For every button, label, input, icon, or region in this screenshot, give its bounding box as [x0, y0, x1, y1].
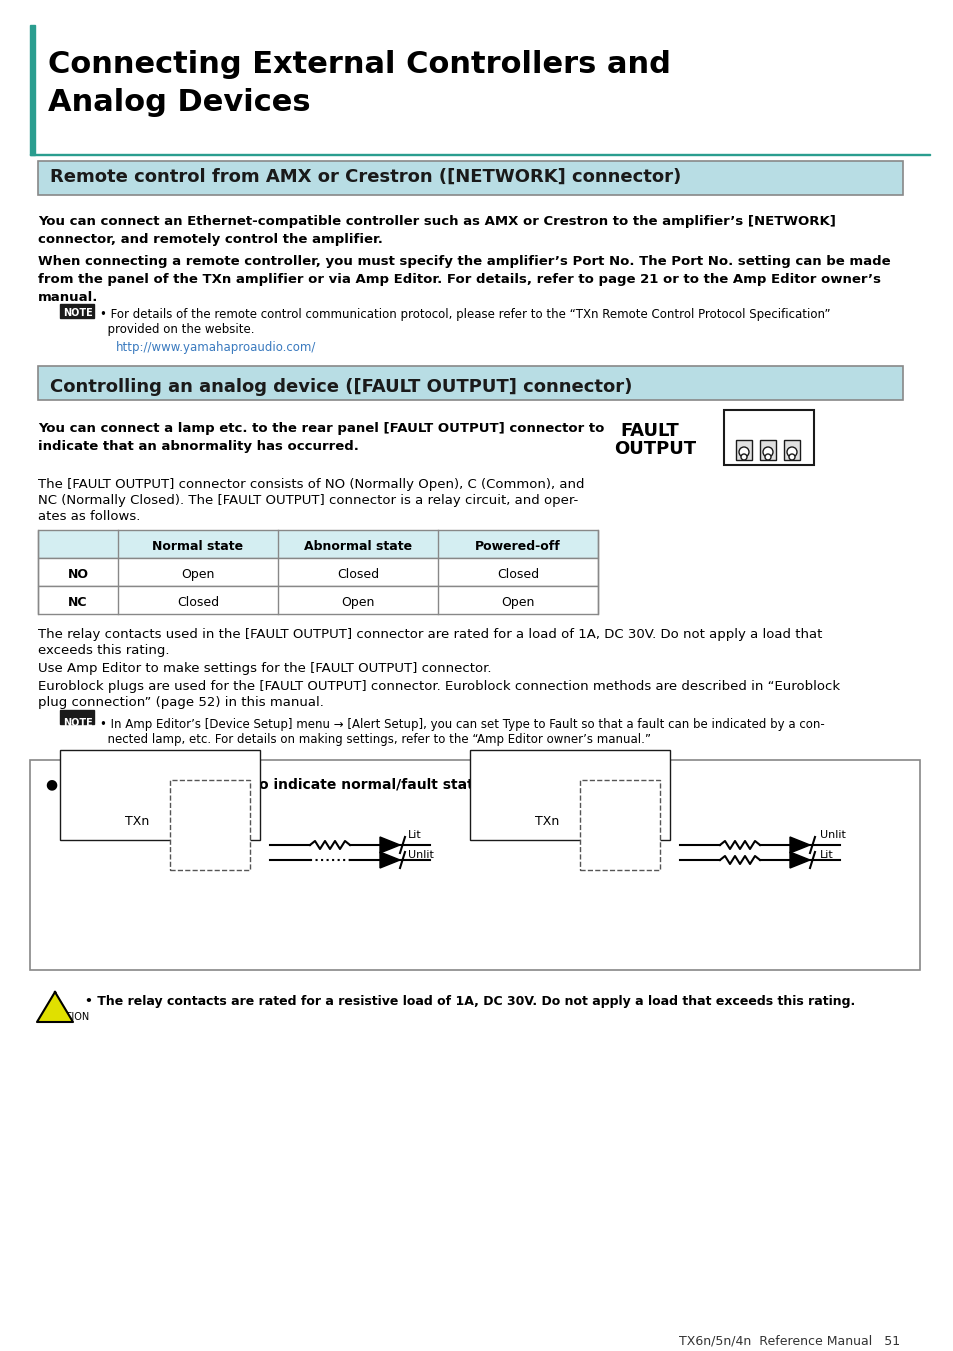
Bar: [60, 711, 94, 724]
Circle shape: [764, 454, 770, 459]
Bar: [38, 586, 598, 613]
Text: CAUTION: CAUTION: [45, 1012, 90, 1021]
Text: NC: NC: [69, 596, 88, 609]
Polygon shape: [379, 852, 399, 867]
Text: C: C: [587, 843, 595, 852]
Text: Lit: Lit: [820, 850, 833, 861]
Text: • For details of the remote control communication protocol, please refer to the : • For details of the remote control comm…: [100, 308, 830, 322]
Circle shape: [739, 447, 748, 457]
Text: Lit: Lit: [408, 830, 421, 840]
Text: NC (Normally Closed). The [FAULT OUTPUT] connector is a relay circuit, and oper-: NC (Normally Closed). The [FAULT OUTPUT]…: [38, 494, 578, 507]
Text: Unlit: Unlit: [408, 850, 434, 861]
Text: exceeds this rating.: exceeds this rating.: [38, 644, 170, 657]
FancyBboxPatch shape: [38, 161, 902, 195]
Text: NC: NC: [178, 825, 193, 835]
Text: NOTE: NOTE: [63, 717, 92, 728]
Text: http://www.yamahaproaudio.com/: http://www.yamahaproaudio.com/: [116, 340, 316, 354]
Bar: [30, 26, 35, 155]
Bar: [38, 990, 917, 1040]
Text: NO: NO: [587, 858, 604, 867]
Text: provided on the website.: provided on the website.: [100, 323, 254, 336]
Text: Open: Open: [500, 596, 534, 609]
Text: nected lamp, etc. For details on making settings, refer to the “Amp Editor owner: nected lamp, etc. For details on making …: [100, 734, 650, 746]
Text: plug connection” (page 52) in this manual.: plug connection” (page 52) in this manua…: [38, 696, 323, 709]
Text: Use Amp Editor to make settings for the [FAULT OUTPUT] connector.: Use Amp Editor to make settings for the …: [38, 662, 491, 676]
Text: Normal state: Normal state: [60, 800, 141, 813]
Bar: [60, 750, 260, 840]
Text: Normal state: Normal state: [152, 540, 243, 553]
Text: TXn: TXn: [125, 815, 149, 828]
Text: from the panel of the TXn amplifier or via Amp Editor. For details, refer to pag: from the panel of the TXn amplifier or v…: [38, 273, 880, 286]
Text: Open: Open: [341, 596, 375, 609]
Text: ates as follows.: ates as follows.: [38, 509, 140, 523]
Text: Abnormal state: Abnormal state: [304, 540, 412, 553]
Bar: [38, 558, 598, 586]
Circle shape: [740, 454, 746, 459]
Text: TXn: TXn: [535, 815, 558, 828]
Text: Unlit: Unlit: [820, 830, 845, 840]
Polygon shape: [789, 852, 809, 867]
Text: The relay contacts used in the [FAULT OUTPUT] connector are rated for a load of : The relay contacts used in the [FAULT OU…: [38, 628, 821, 640]
Text: Connecting External Controllers and: Connecting External Controllers and: [48, 50, 670, 78]
Text: Closed: Closed: [497, 567, 538, 581]
Text: connector, and remotely control the amplifier.: connector, and remotely control the ampl…: [38, 232, 382, 246]
Text: manual.: manual.: [38, 290, 98, 304]
Text: Euroblock plugs are used for the [FAULT OUTPUT] connector. Euroblock connection : Euroblock plugs are used for the [FAULT …: [38, 680, 840, 693]
Circle shape: [762, 447, 772, 457]
Text: Closed: Closed: [176, 596, 219, 609]
Text: ● Example : Using an LED to indicate normal/fault status of the TXn: ● Example : Using an LED to indicate nor…: [46, 778, 578, 792]
Text: Powered-off: Powered-off: [475, 540, 560, 553]
Circle shape: [786, 447, 796, 457]
Text: indicate that an abnormality has occurred.: indicate that an abnormality has occurre…: [38, 440, 358, 453]
Text: NOTE: NOTE: [63, 308, 92, 317]
Text: Remote control from AMX or Crestron ([NETWORK] connector): Remote control from AMX or Crestron ([NE…: [50, 168, 680, 186]
Text: NC: NC: [587, 825, 603, 835]
Bar: [783, 440, 800, 459]
Text: • The relay contacts are rated for a resistive load of 1A, DC 30V. Do not apply : • The relay contacts are rated for a res…: [85, 994, 854, 1008]
Polygon shape: [379, 838, 399, 852]
Bar: [735, 440, 751, 459]
Polygon shape: [37, 992, 73, 1021]
Bar: [760, 440, 775, 459]
Text: OUTPUT: OUTPUT: [614, 440, 696, 458]
Bar: [30, 761, 919, 970]
Bar: [723, 409, 813, 465]
Bar: [38, 530, 598, 558]
Text: Closed: Closed: [336, 567, 378, 581]
Text: Controlling an analog device ([FAULT OUTPUT] connector): Controlling an analog device ([FAULT OUT…: [50, 378, 632, 396]
Bar: [470, 750, 669, 840]
Text: NO  C  NC: NO C NC: [729, 415, 811, 430]
Text: NO: NO: [178, 858, 195, 867]
Polygon shape: [789, 838, 809, 852]
Bar: [60, 304, 94, 317]
Text: The [FAULT OUTPUT] connector consists of NO (Normally Open), C (Common), and: The [FAULT OUTPUT] connector consists of…: [38, 478, 584, 490]
Text: You can connect an Ethernet-compatible controller such as AMX or Crestron to the: You can connect an Ethernet-compatible c…: [38, 215, 835, 228]
Text: !: !: [52, 992, 59, 1006]
Text: • In Amp Editor’s [Device Setup] menu → [Alert Setup], you can set Type to Fault: • In Amp Editor’s [Device Setup] menu → …: [100, 717, 824, 731]
FancyBboxPatch shape: [38, 366, 902, 400]
Text: Powered-off / Abnormal state: Powered-off / Abnormal state: [470, 800, 652, 813]
Text: C: C: [178, 843, 186, 852]
Text: Open: Open: [181, 567, 214, 581]
Text: When connecting a remote controller, you must specify the amplifier’s Port No. T: When connecting a remote controller, you…: [38, 255, 890, 267]
Bar: [579, 780, 659, 870]
Text: You can connect a lamp etc. to the rear panel [FAULT OUTPUT] connector to: You can connect a lamp etc. to the rear …: [38, 422, 604, 435]
Text: Analog Devices: Analog Devices: [48, 88, 311, 118]
Text: NO: NO: [68, 567, 89, 581]
Bar: [170, 780, 250, 870]
Circle shape: [788, 454, 794, 459]
Text: TX6n/5n/4n  Reference Manual   51: TX6n/5n/4n Reference Manual 51: [679, 1335, 899, 1348]
Bar: [30, 154, 929, 155]
Text: FAULT: FAULT: [619, 422, 678, 440]
